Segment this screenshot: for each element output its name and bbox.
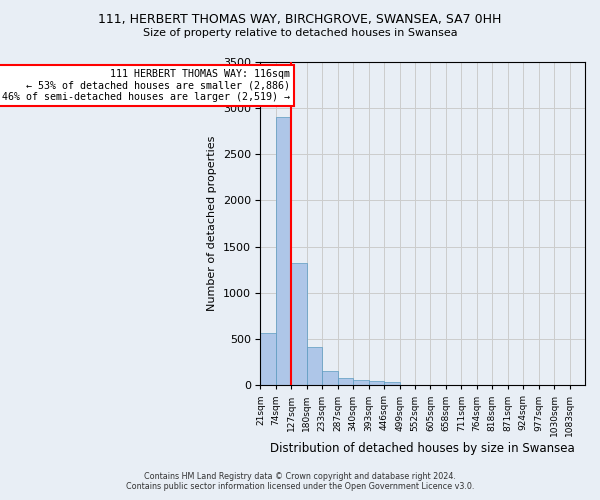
Bar bbox=[260, 332, 276, 386]
Text: 111 HERBERT THOMAS WAY: 116sqm
← 53% of detached houses are smaller (2,886)
46% : 111 HERBERT THOMAS WAY: 116sqm ← 53% of … bbox=[2, 69, 290, 102]
Text: Size of property relative to detached houses in Swansea: Size of property relative to detached ho… bbox=[143, 28, 457, 38]
Bar bbox=[384, 382, 400, 386]
X-axis label: Distribution of detached houses by size in Swansea: Distribution of detached houses by size … bbox=[271, 442, 575, 455]
Y-axis label: Number of detached properties: Number of detached properties bbox=[207, 136, 217, 311]
Text: Contains HM Land Registry data © Crown copyright and database right 2024.
Contai: Contains HM Land Registry data © Crown c… bbox=[126, 472, 474, 491]
Bar bbox=[292, 263, 307, 386]
Text: 111, HERBERT THOMAS WAY, BIRCHGROVE, SWANSEA, SA7 0HH: 111, HERBERT THOMAS WAY, BIRCHGROVE, SWA… bbox=[98, 12, 502, 26]
Bar bbox=[338, 378, 353, 386]
Bar bbox=[276, 117, 292, 386]
Bar bbox=[307, 347, 322, 386]
Bar bbox=[322, 371, 338, 386]
Bar bbox=[368, 381, 384, 386]
Bar bbox=[353, 380, 368, 386]
